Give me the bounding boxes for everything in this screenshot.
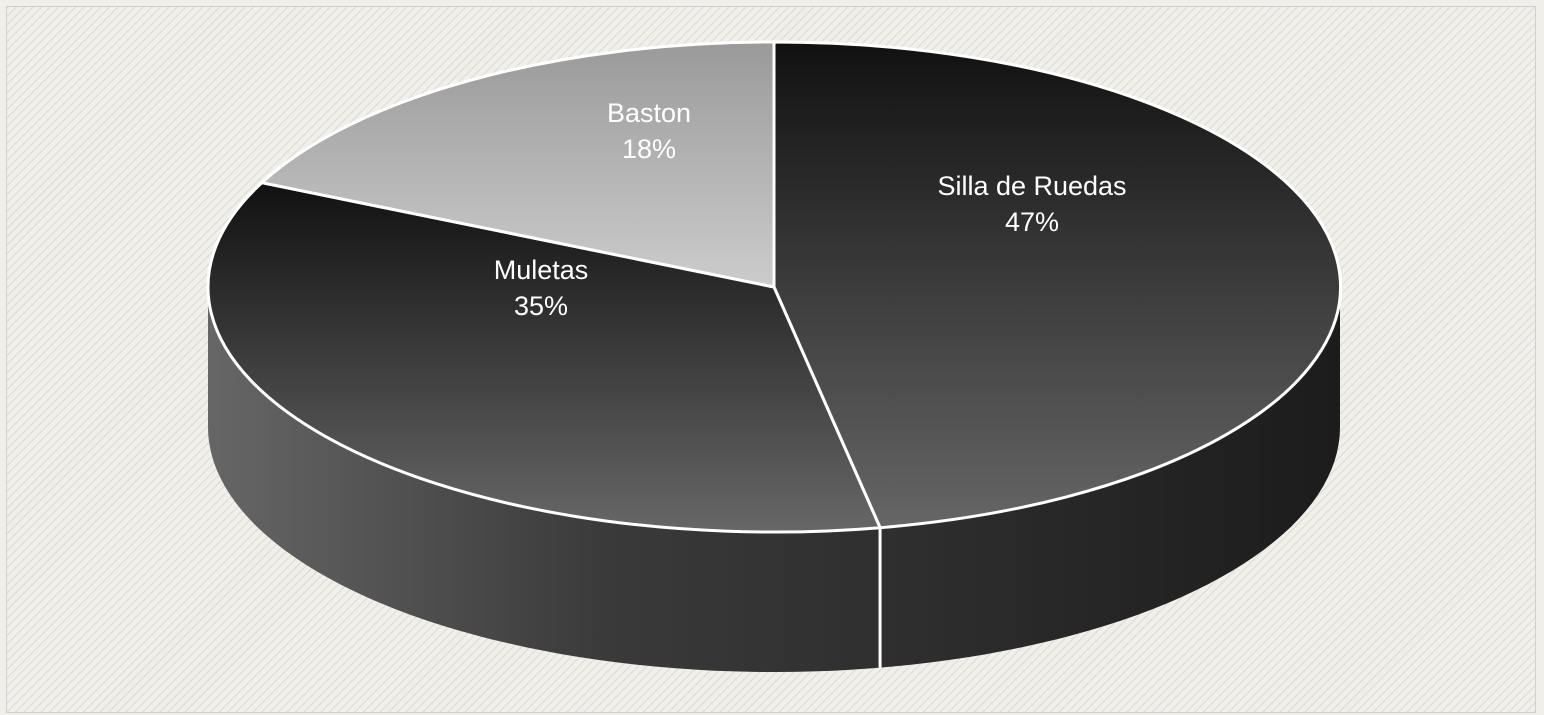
- label-muletas-pct: 35%: [514, 291, 568, 321]
- label-baston-name: Baston: [607, 98, 691, 128]
- slice-baston[interactable]: [260, 40, 776, 289]
- slice-silla-de-ruedas[interactable]: [772, 40, 1343, 530]
- pie-top: [206, 40, 1343, 534]
- label-silla-pct: 47%: [1005, 207, 1059, 237]
- label-muletas-name: Muletas: [494, 255, 589, 285]
- chart-area: Silla de Ruedas 47% Muletas 35% Baston 1…: [6, 6, 1536, 713]
- pie-side-surface: [208, 287, 1340, 672]
- pie-chart: Silla de Ruedas 47% Muletas 35% Baston 1…: [7, 7, 1535, 712]
- slice-muletas[interactable]: [206, 181, 882, 534]
- label-silla-name: Silla de Ruedas: [937, 171, 1126, 201]
- pie-side-wall: [208, 287, 1340, 672]
- label-baston-pct: 18%: [622, 134, 676, 164]
